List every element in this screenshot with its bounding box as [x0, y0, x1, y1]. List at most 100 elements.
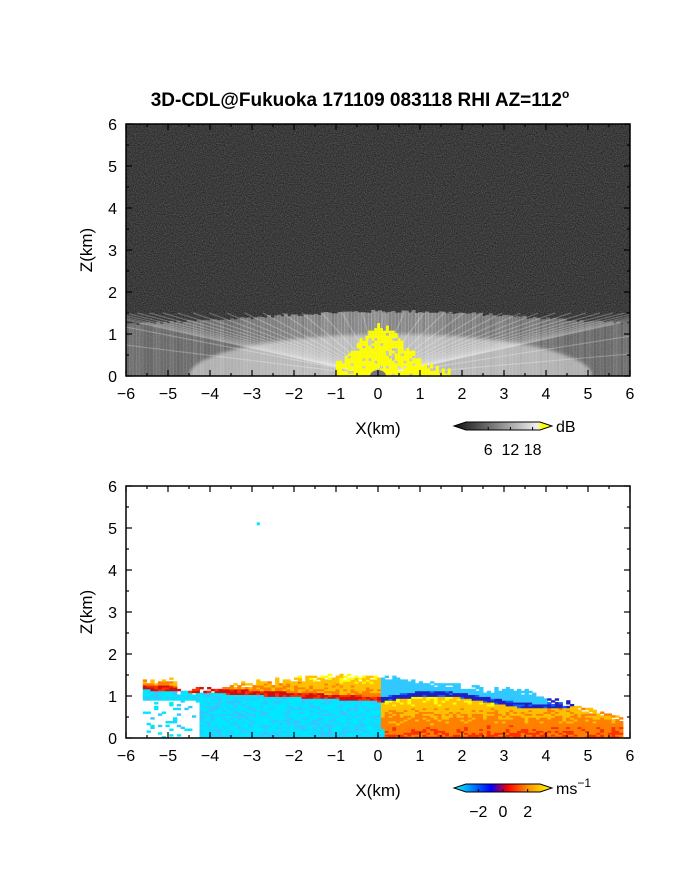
- velocity-echo-cell: [479, 705, 484, 709]
- velocity-echo-cell: [407, 692, 412, 696]
- velocity-echo-cell: [399, 730, 405, 733]
- intensity-beam-streak: [126, 316, 379, 376]
- velocity-echo-cell: [218, 713, 223, 716]
- velocity-echo-cell: [256, 707, 261, 711]
- intensity-strong-echo-cell: [371, 360, 375, 364]
- velocity-echo-cell: [596, 719, 601, 722]
- intensity-echo-column: [606, 321, 611, 376]
- velocity-echo-cell: [316, 736, 321, 738]
- intensity-echo-column: [206, 320, 211, 376]
- velocity-echo-cell: [479, 702, 484, 705]
- y-tick-label: 4: [108, 563, 117, 580]
- velocity-echo-cell: [411, 705, 416, 709]
- velocity-echo-cell: [483, 720, 488, 724]
- velocity-echo-cell: [392, 698, 397, 701]
- velocity-echo-cell: [566, 730, 571, 733]
- velocity-echo-cell: [399, 679, 405, 682]
- velocity-echo-cell: [305, 700, 310, 703]
- velocity-echo-cell: [354, 679, 359, 682]
- velocity-echo-cell: [596, 732, 601, 735]
- velocity-echo-cell: [256, 679, 261, 682]
- velocity-echo-cell: [479, 717, 484, 720]
- velocity-echo-cell: [384, 709, 389, 713]
- velocity-echo-cell: [414, 717, 420, 720]
- velocity-echo-cell: [509, 730, 514, 733]
- intensity-strong-echo-cell: [406, 348, 410, 351]
- velocity-echo-cell: [354, 702, 359, 705]
- velocity-echo-cell: [607, 734, 613, 737]
- velocity-echo-cell: [494, 720, 499, 724]
- velocity-echo-cell: [339, 713, 344, 716]
- velocity-echo-cell: [282, 709, 287, 713]
- velocity-echo-cell: [486, 694, 492, 697]
- velocity-echo-cell: [543, 730, 548, 733]
- velocity-echo-cell: [350, 690, 355, 694]
- velocity-echo-cell: [547, 702, 552, 705]
- velocity-echo-cell: [566, 709, 571, 713]
- velocity-echo-cell: [199, 705, 204, 709]
- velocity-echo-cell: [517, 720, 522, 724]
- velocity-echo-cell: [369, 722, 374, 726]
- velocity-echo-cell: [320, 730, 325, 733]
- intensity-strong-echo-cell: [380, 333, 383, 336]
- velocity-echo-cell: [331, 681, 337, 684]
- velocity-echo-cell: [460, 709, 465, 713]
- velocity-echo-cell: [426, 711, 431, 714]
- velocity-echo-cell: [433, 728, 439, 731]
- velocity-echo-cell: [309, 730, 314, 733]
- velocity-echo-cell: [362, 692, 367, 696]
- velocity-echo-cell: [312, 724, 318, 728]
- velocity-echo-cell: [479, 713, 484, 716]
- velocity-echo-cell: [430, 692, 435, 696]
- velocity-echo-cell: [490, 703, 495, 707]
- velocity-echo-cell: [411, 728, 416, 731]
- intensity-strong-echo-cell: [394, 363, 398, 366]
- velocity-echo-cell: [430, 700, 435, 703]
- velocity-echo-cell: [483, 726, 488, 730]
- velocity-echo-cell: [448, 730, 454, 733]
- velocity-echo-cell: [445, 711, 450, 714]
- velocity-echo-cell: [475, 713, 480, 716]
- velocity-echo-cell: [562, 709, 567, 713]
- velocity-echo-cell: [225, 724, 231, 728]
- velocity-echo-cell: [229, 711, 235, 714]
- velocity-echo-cell: [562, 707, 567, 711]
- velocity-echo-cell: [399, 688, 405, 692]
- velocity-echo-cell: [535, 696, 541, 699]
- velocity-echo-cell: [305, 703, 310, 707]
- velocity-echo-cell: [282, 732, 287, 735]
- velocity-echo-cell: [294, 696, 299, 699]
- velocity-echo-cell: [309, 677, 314, 680]
- velocity-echo-cell: [490, 734, 495, 737]
- intensity-strong-echo-cell: [347, 353, 351, 356]
- velocity-echo-cell: [380, 734, 386, 737]
- velocity-echo-cell: [358, 688, 363, 692]
- intensity-strong-echo-cell: [391, 335, 395, 339]
- velocity-echo-cell: [430, 694, 435, 697]
- velocity-echo-cell: [248, 698, 253, 701]
- velocity-echo-cell: [456, 702, 461, 705]
- velocity-echo-cell: [414, 700, 420, 703]
- velocity-echo-cell: [237, 685, 242, 688]
- velocity-echo-cell: [328, 734, 333, 737]
- velocity-echo-cell: [403, 702, 408, 705]
- velocity-echo-cell: [479, 726, 484, 730]
- velocity-echo-cell: [286, 736, 291, 738]
- velocity-echo-cell: [524, 717, 529, 720]
- velocity-echo-cell: [535, 709, 541, 713]
- velocity-echo-cell: [384, 700, 389, 703]
- velocity-echo-cell: [365, 726, 371, 730]
- velocity-echo-cell: [207, 732, 212, 735]
- velocity-echo-cell: [403, 688, 408, 692]
- velocity-echo-cell: [543, 700, 548, 703]
- velocity-echo-cell: [278, 702, 284, 705]
- velocity-echo-cell: [248, 688, 253, 692]
- velocity-echo-cell: [256, 715, 261, 718]
- velocity-echo-cell: [286, 698, 291, 701]
- intensity-strong-echo-cell: [336, 365, 339, 369]
- velocity-echo-cell: [588, 728, 594, 731]
- velocity-echo-cell: [369, 696, 374, 699]
- velocity-echo-cell: [569, 717, 575, 720]
- velocity-echo-cell: [547, 707, 552, 711]
- velocity-echo-cell: [380, 736, 386, 738]
